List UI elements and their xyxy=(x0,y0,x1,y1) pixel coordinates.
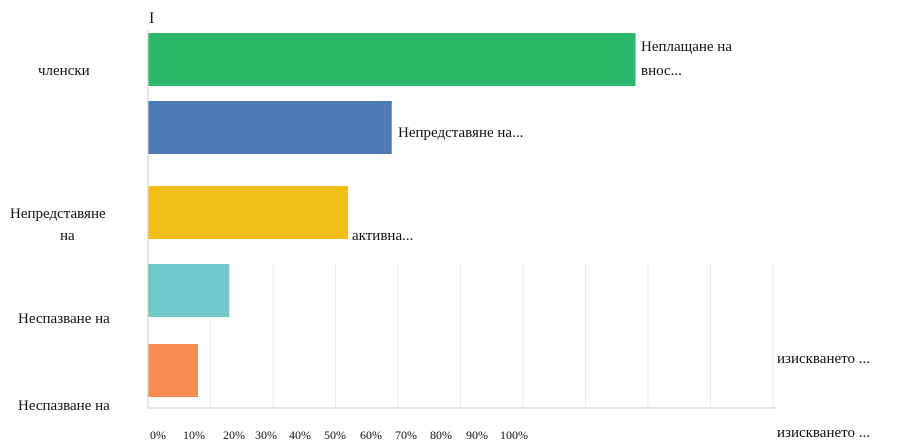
category-label-4-left: Неспазване на xyxy=(18,311,110,327)
bar-4 xyxy=(148,264,230,317)
x-tick-label: 30% xyxy=(255,428,277,442)
text-cursor: I xyxy=(149,10,155,27)
category-label-4-right: изискването ... xyxy=(777,351,871,367)
category-label-3-right: активна... xyxy=(352,228,414,244)
bar-2 xyxy=(148,101,392,154)
category-label-1-left: членски xyxy=(38,63,90,79)
x-tick-label: 60% xyxy=(360,428,382,442)
x-tick-label: 0% xyxy=(150,428,166,442)
category-label-3-left-b: на xyxy=(60,228,75,244)
category-label-1-right-b: внос... xyxy=(641,63,682,79)
x-tick-label: 90% xyxy=(466,428,488,442)
category-label-5-left: Неспазване на xyxy=(18,398,110,414)
bars xyxy=(148,33,636,397)
x-tick-label: 40% xyxy=(289,428,311,442)
category-label-5-right: изискването ... xyxy=(777,425,871,441)
bar-3 xyxy=(148,186,348,239)
x-tick-label: 70% xyxy=(395,428,417,442)
x-tick-label: 50% xyxy=(324,428,346,442)
category-label-2-right: Непредставяне на... xyxy=(398,125,524,141)
bar-5 xyxy=(148,344,198,397)
bar-1 xyxy=(148,33,636,86)
category-label-3-left-a: Непредставяне xyxy=(10,206,106,222)
x-tick-label: 100% xyxy=(500,428,528,442)
x-tick-label: 80% xyxy=(430,428,452,442)
x-tick-label: 20% xyxy=(223,428,245,442)
x-tick-label: 10% xyxy=(183,428,205,442)
gridlines xyxy=(210,264,774,408)
category-label-1-right-a: Неплащане на xyxy=(641,39,732,55)
